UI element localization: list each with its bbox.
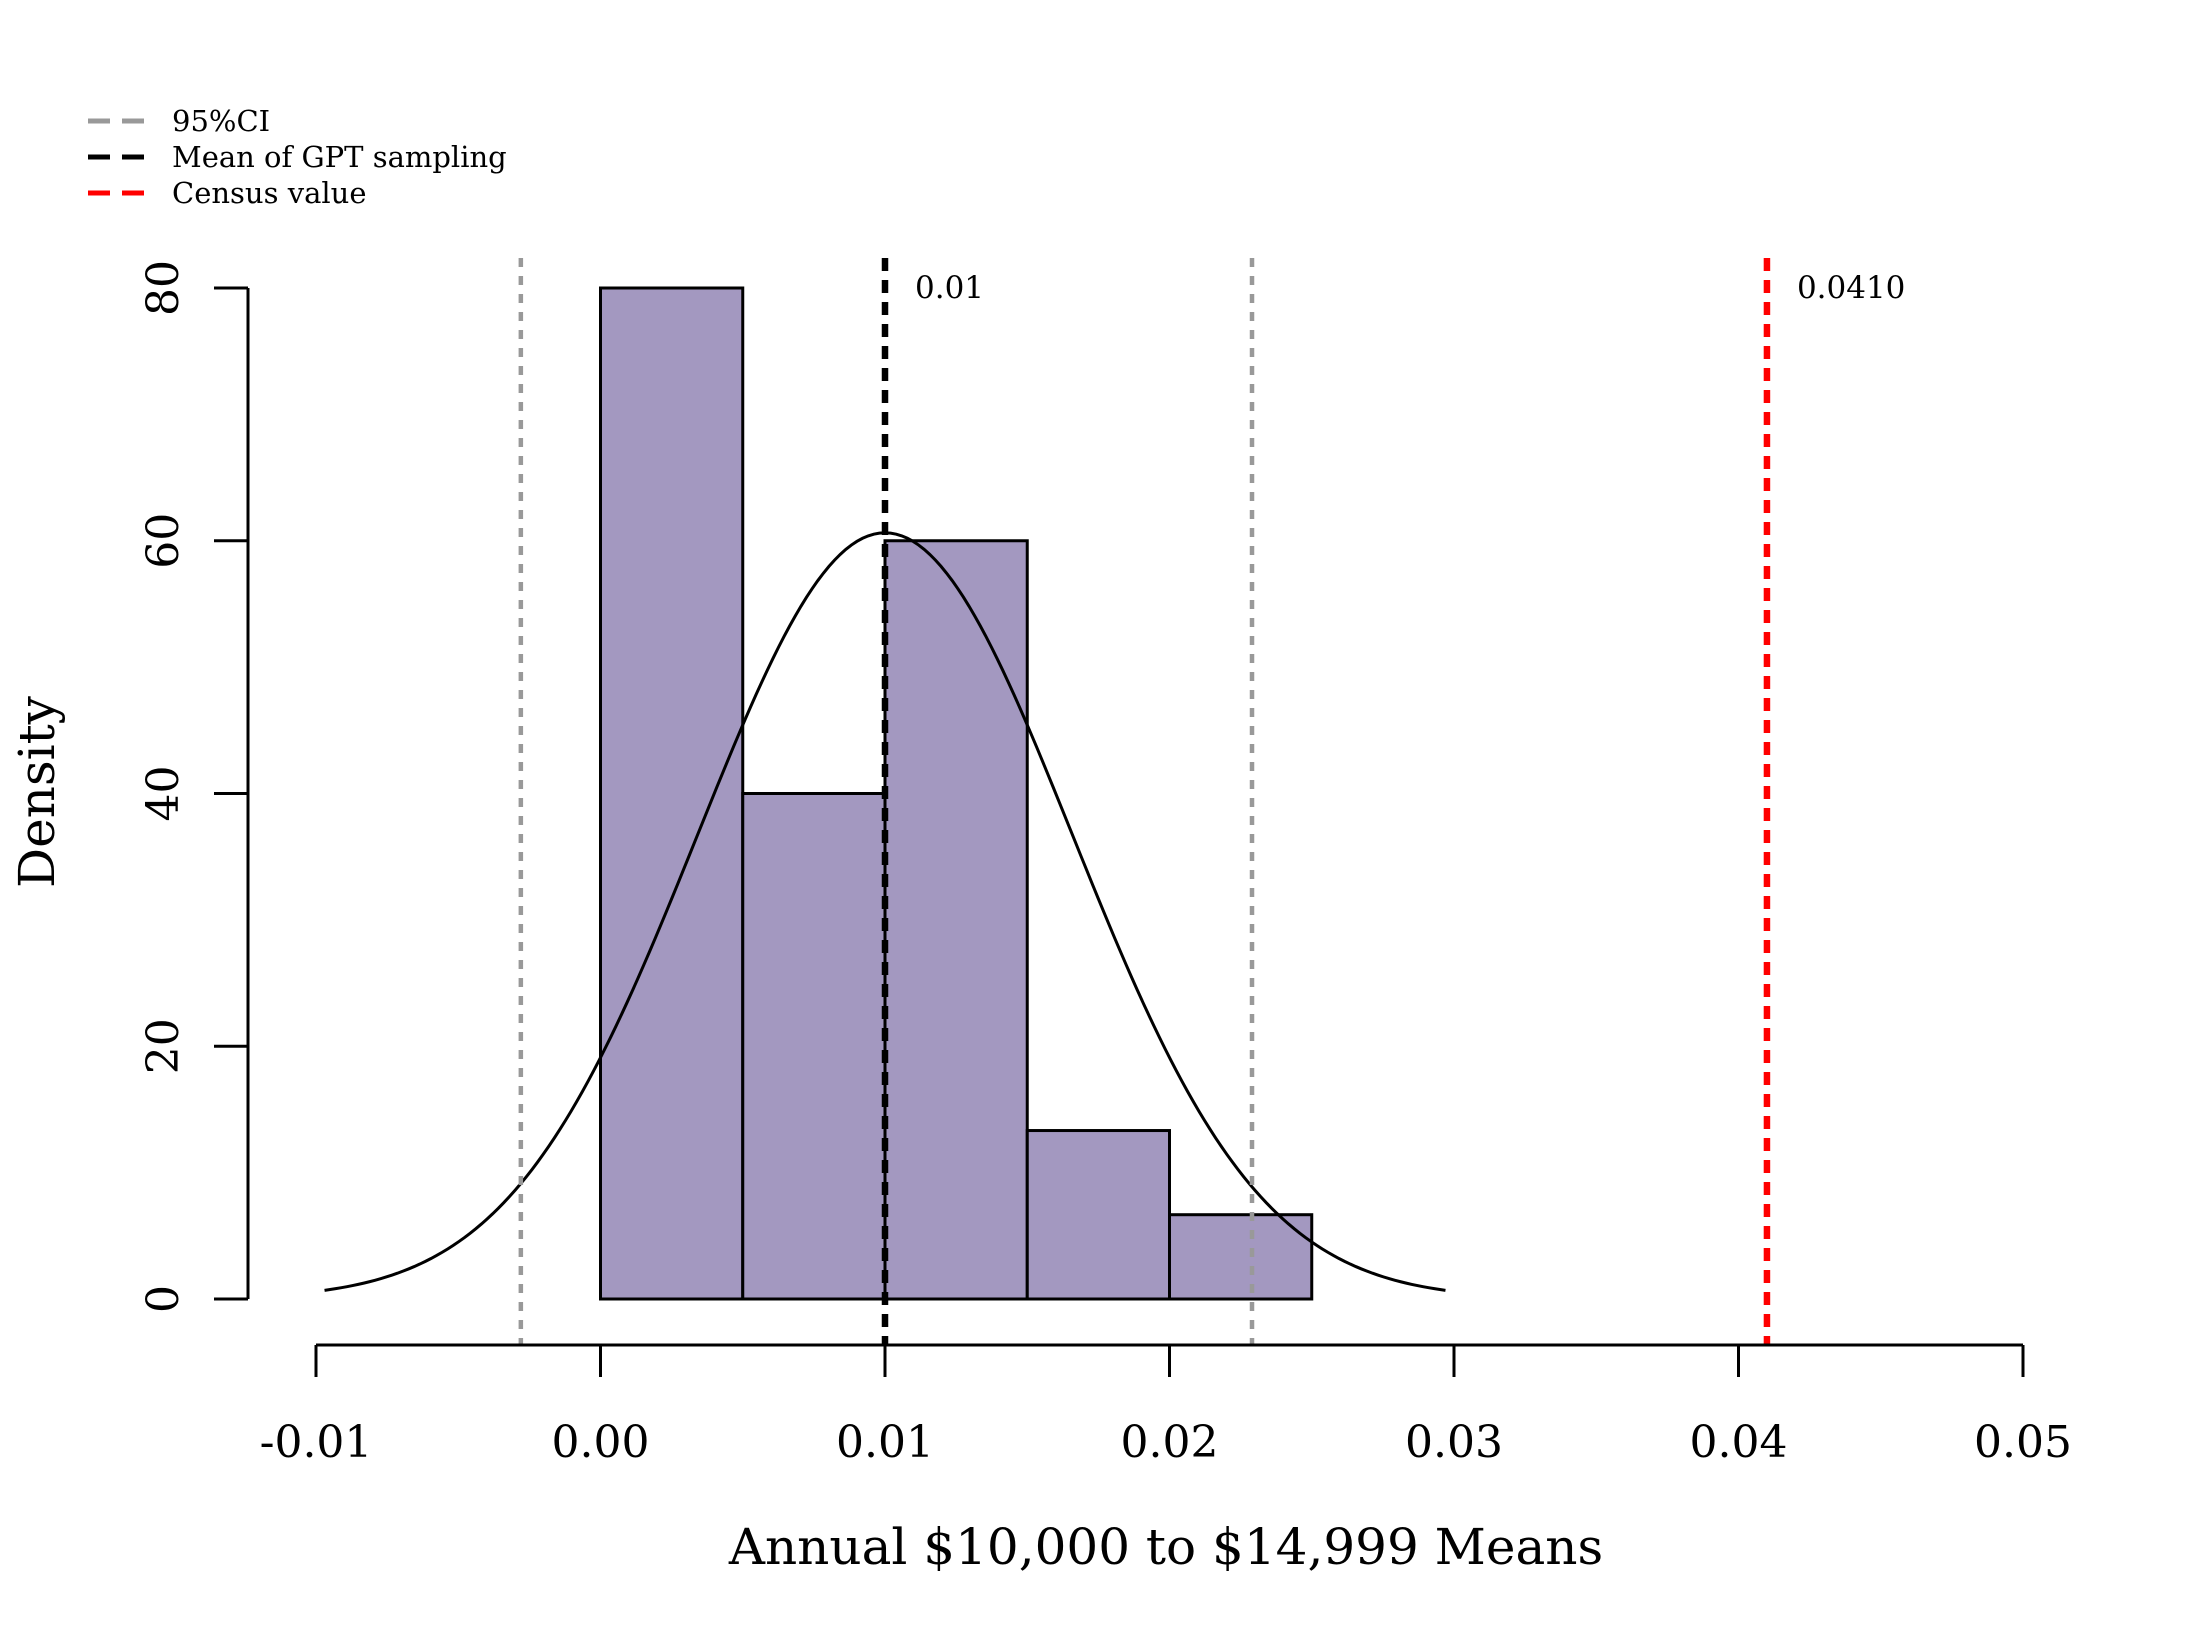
y-tick-label-3: 60 xyxy=(138,513,189,569)
reference-label-census: 0.0410 xyxy=(1797,270,1905,306)
reference-lines: 0.01 0.0410 xyxy=(518,258,1905,1345)
y-tick-label-0: 0 xyxy=(138,1285,189,1313)
legend-item-census: Census value xyxy=(88,176,366,210)
legend: 95%CI Mean of GPT sampling Census value xyxy=(88,104,507,210)
reference-label-mean: 0.01 xyxy=(915,270,984,306)
x-axis-title: Annual $10,000 to $14,999 Means xyxy=(728,1518,1603,1576)
histogram-bar-2 xyxy=(883,539,1029,1301)
x-tick-label-3: 0.02 xyxy=(1121,1417,1219,1468)
x-tick-label-6: 0.05 xyxy=(1974,1417,2072,1468)
y-tick-label-2: 40 xyxy=(138,766,189,822)
x-tick-label-0: -0.01 xyxy=(260,1417,373,1468)
y-axis-title: Density xyxy=(8,695,66,888)
histogram-bar-0 xyxy=(599,286,745,1301)
x-tick-label-2: 0.01 xyxy=(836,1417,934,1468)
legend-label-ci: 95%CI xyxy=(172,104,270,138)
x-tick-label-1: 0.00 xyxy=(552,1417,650,1468)
histogram-bar-4 xyxy=(1168,1213,1314,1301)
x-axis: -0.01 0.00 0.01 0.02 0.03 0.04 0.05 xyxy=(260,1343,2072,1468)
histogram-bar-1 xyxy=(741,792,887,1301)
y-tick-label-4: 80 xyxy=(138,260,189,316)
histogram-bars xyxy=(599,286,1314,1301)
x-tick-label-5: 0.04 xyxy=(1690,1417,1788,1468)
legend-item-ci: 95%CI xyxy=(88,104,270,138)
legend-label-mean: Mean of GPT sampling xyxy=(172,140,507,174)
histogram-bar-3 xyxy=(1025,1129,1171,1301)
x-tick-label-4: 0.03 xyxy=(1405,1417,1503,1468)
y-tick-label-1: 20 xyxy=(138,1018,189,1074)
legend-item-mean: Mean of GPT sampling xyxy=(88,140,507,174)
y-axis: 0 20 40 60 80 xyxy=(138,260,250,1313)
legend-label-census: Census value xyxy=(172,176,366,210)
